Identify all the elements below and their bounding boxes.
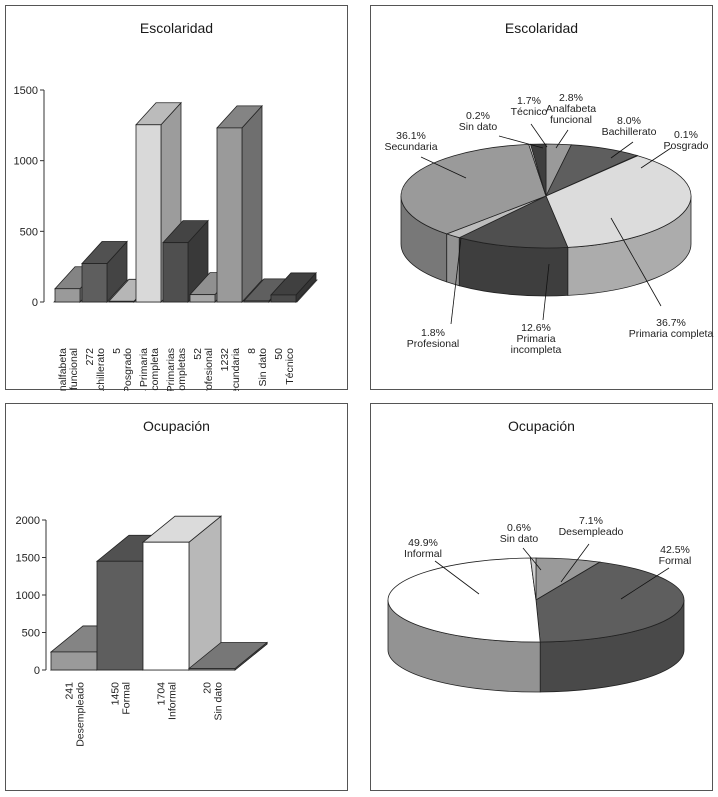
slice-label: 1.7% Técnico: [511, 95, 548, 118]
bar: [135, 124, 162, 303]
x-tick-label: 52Profesional: [192, 348, 215, 391]
x-tick-label: 94 Analfabetafuncional: [57, 348, 80, 391]
leader-line: [530, 123, 548, 148]
bar: [142, 541, 190, 671]
slice-label: 0.1% Posgrado: [664, 129, 709, 152]
pie-slice: [529, 557, 537, 601]
chart-panel-ocupacion-bar: Ocupación 0 500 1000 1500 2000 241Desempleado…: [5, 403, 348, 791]
svg-text:52Profesional: 52Profesional: [192, 348, 215, 391]
leader-line: [542, 263, 550, 321]
svg-text:1254 Primariacompleta: 1254 Primariacompleta: [138, 348, 161, 391]
chart-panel-ocupacion-pie: Ocupación 7.1% Desempleado 42.5% Formal 49.9…: [370, 403, 713, 791]
slice-label: 7.1% Desempleado: [559, 515, 624, 538]
y-tick-label: 500: [22, 628, 40, 640]
pie-chart-escolaridad: 2.8% Analfabeta funcional 8.0% Bachillerato 0…: [384, 92, 714, 356]
x-tick-label: 241Desempleado: [64, 682, 87, 747]
pie-chart-ocupacion: 7.1% Desempleado 42.5% Formal 49.9% Informal 0…: [387, 515, 692, 693]
leader-line: [434, 560, 480, 595]
svg-text:1232Secundaria: 1232Secundaria: [219, 348, 242, 391]
x-tick-label: 20Sin dato: [202, 682, 225, 721]
y-tick-label: 1000: [16, 590, 40, 602]
leader-line: [560, 543, 590, 583]
bar-chart-ocupacion: 0 500 1000 1500 2000 241Desempleado 1450Formal…: [16, 515, 269, 747]
x-tick-label: 1232Secundaria: [219, 348, 242, 391]
svg-text:420 Primariasincompletas: 420 Primariasincompletas: [165, 348, 188, 391]
x-tick-label: 1704Informal: [156, 682, 179, 720]
bar: [108, 300, 135, 303]
pie-slice: [400, 143, 547, 235]
pie-slice: [387, 557, 541, 643]
svg-text:241Desempleado: 241Desempleado: [64, 682, 87, 747]
svg-text:272Bachillerato: 272Bachillerato: [84, 348, 107, 391]
bar: [189, 294, 216, 303]
x-tick-label: 5Posgrado: [111, 348, 134, 391]
y-tick-label: 1000: [14, 156, 38, 168]
y-tick-label: 500: [20, 226, 38, 238]
leader-line: [450, 237, 462, 325]
x-tick-label: 272Bachillerato: [84, 348, 107, 391]
bar: [54, 288, 81, 303]
svg-text:1704Informal: 1704Informal: [156, 682, 179, 720]
slice-label: 1.8% Profesional: [407, 327, 460, 350]
bar: [81, 263, 108, 303]
leader-line: [640, 147, 672, 169]
slice-label: 49.9% Informal: [404, 537, 442, 560]
bar: [162, 242, 189, 303]
x-tick-label: 1450Formal: [110, 682, 133, 715]
y-tick-label: 0: [34, 665, 40, 677]
pie-slice: [458, 195, 569, 249]
svg-text:20Sin dato: 20Sin dato: [202, 682, 225, 721]
svg-text:50Técnico: 50Técnico: [273, 348, 296, 385]
svg-text:94 Analfabetafuncional: 94 Analfabetafuncional: [57, 348, 80, 391]
slice-label: 2.8% Analfabeta funcional: [546, 92, 596, 126]
chart-panel-escolaridad-bar: Escolaridad 0 500 1000 1500 94 Analfabetafun…: [5, 5, 348, 391]
x-tick-label: 420 Primariasincompletas: [165, 348, 188, 391]
bar: [243, 300, 270, 303]
leader-line: [420, 156, 467, 179]
leader-line: [610, 217, 662, 307]
x-tick-label: 50Técnico: [273, 348, 296, 385]
bar: [188, 668, 236, 671]
slice-label: 36.1% Secundaria: [384, 130, 437, 153]
y-tick-label: 0: [32, 297, 38, 309]
x-tick-label: 1254 Primariacompleta: [138, 348, 161, 391]
pie-slice: [545, 155, 692, 248]
slice-label: 12.6% Primaria incompleta: [511, 322, 562, 356]
slice-label: 8.0% Bachillerato: [602, 115, 657, 138]
slice-label: 0.2% Sin dato: [459, 110, 498, 133]
svg-text:8Sin dato: 8Sin dato: [246, 348, 269, 387]
chart-title: Ocupación: [508, 418, 575, 434]
leader-line: [522, 547, 542, 571]
y-tick-label: 1500: [16, 553, 40, 565]
svg-text:5Posgrado: 5Posgrado: [111, 348, 134, 391]
bar-chart-escolaridad: 0 500 1000 1500 94 Analfabetafuncional 272Bac…: [14, 85, 318, 391]
slice-label: 0.6% Sin dato: [500, 522, 539, 545]
bar: [96, 560, 144, 671]
bar: [50, 651, 98, 671]
bar: [270, 294, 297, 303]
leader-line: [620, 567, 670, 600]
chart-title: Ocupación: [143, 418, 210, 434]
bar-side: [241, 104, 263, 304]
x-tick-label: 8Sin dato: [246, 348, 269, 387]
pie-slice-side: [446, 233, 460, 287]
y-tick-label: 2000: [16, 515, 40, 527]
y-tick-label: 1500: [14, 85, 38, 97]
bar: [216, 127, 243, 303]
slice-label: 36.7% Primaria completa: [629, 317, 714, 340]
leader-line: [610, 141, 634, 159]
slice-label: 42.5% Formal: [659, 544, 692, 567]
leader-line: [498, 135, 544, 149]
chart-title: Escolaridad: [504, 20, 579, 36]
svg-text:1450Formal: 1450Formal: [110, 682, 133, 715]
chart-panel-escolaridad-pie: Escolaridad 2.8% Analfabeta funcional 8.0% B…: [370, 5, 713, 390]
chart-title: Escolaridad: [139, 20, 214, 36]
leader-line: [555, 129, 569, 149]
